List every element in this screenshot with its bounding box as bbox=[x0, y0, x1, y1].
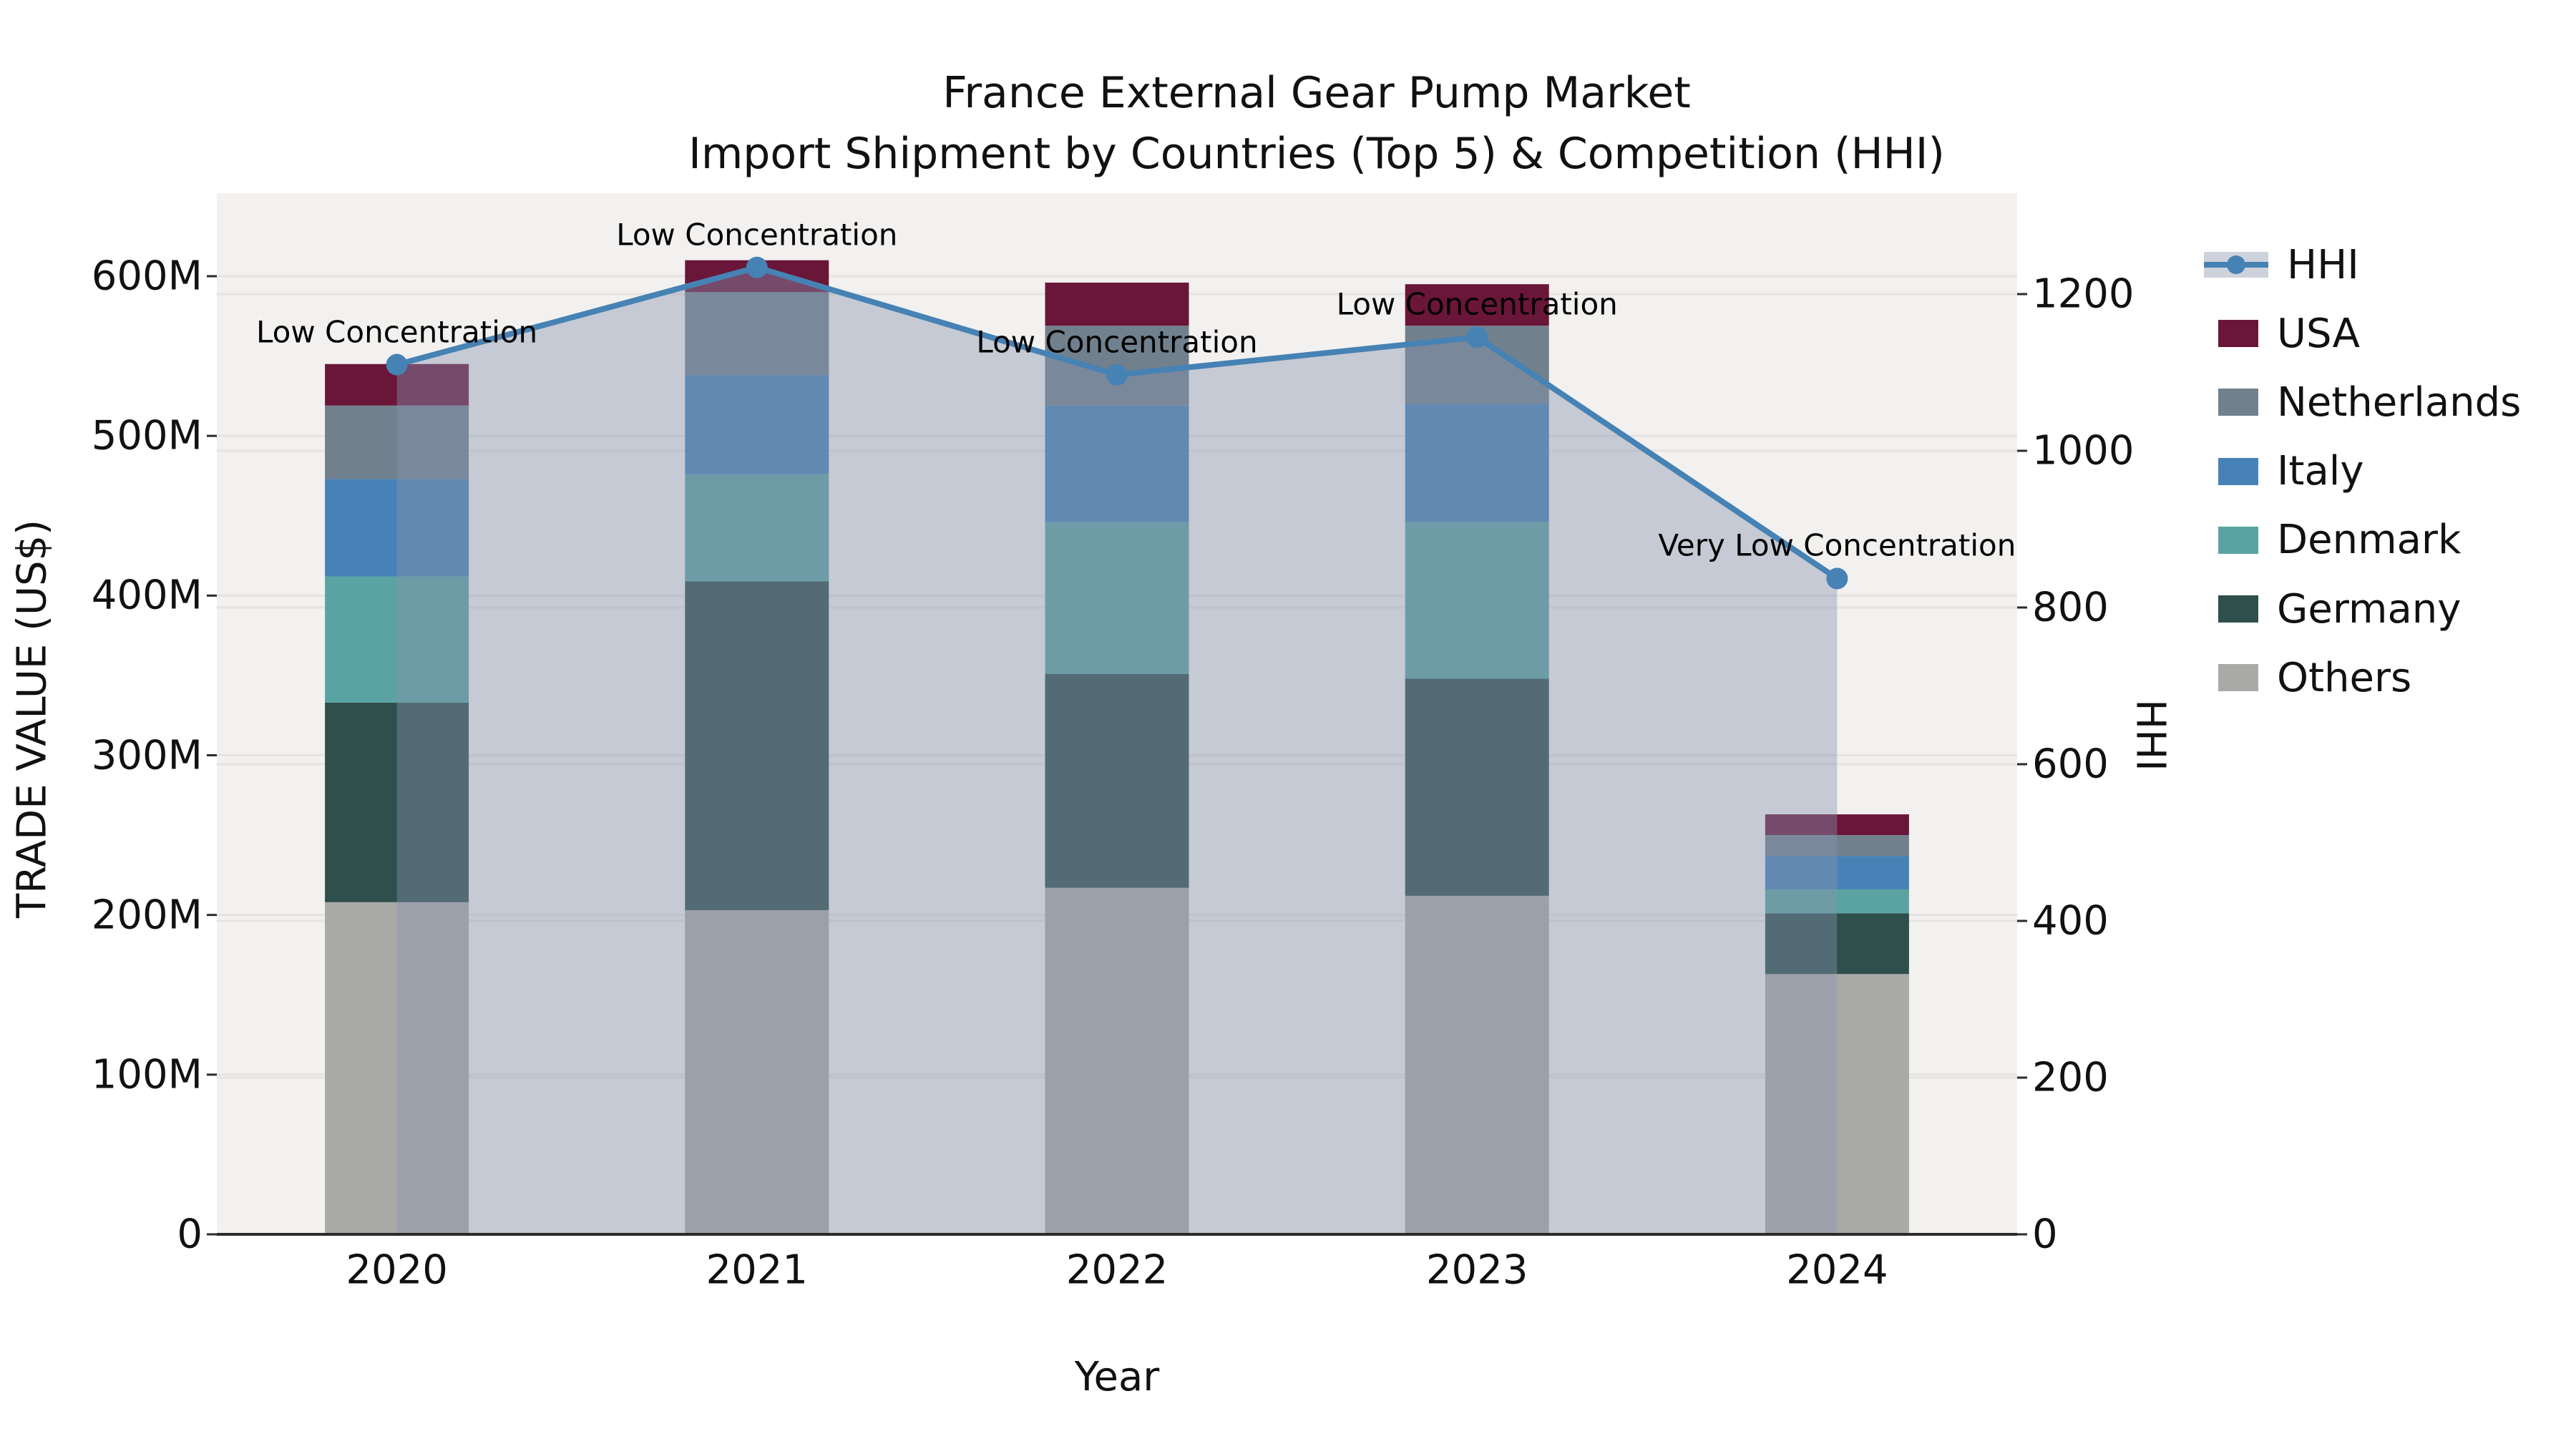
bar-segment-netherlands-2021 bbox=[685, 292, 829, 376]
y-right-tick-200: 200 bbox=[2032, 1054, 2109, 1101]
hhi-area-fill bbox=[396, 267, 1838, 1234]
legend-swatch-germany bbox=[2218, 595, 2258, 623]
x-tick-2023: 2023 bbox=[1425, 1246, 1528, 1294]
bar-segment-germany-2021 bbox=[685, 581, 829, 910]
annotation-2023: Low Concentration bbox=[1336, 286, 1618, 322]
y-right-tick-400: 400 bbox=[2032, 897, 2109, 945]
bar-segment-italy-2020 bbox=[325, 479, 469, 577]
bar-segment-others-2020 bbox=[325, 902, 469, 1234]
legend-item-others: Others bbox=[2204, 654, 2412, 701]
y-axis-label-right: HHI bbox=[2127, 699, 2174, 771]
bar-segment-usa-2024 bbox=[1765, 814, 1909, 836]
chart-title-line2: Import Shipment by Countries (Top 5) & C… bbox=[688, 129, 1945, 179]
annotation-2021: Low Concentration bbox=[616, 217, 898, 253]
y-left-tick-300M: 300M bbox=[91, 732, 203, 779]
bar-segment-netherlands-2024 bbox=[1765, 835, 1909, 857]
legend-swatch-italy bbox=[2218, 457, 2258, 485]
hhi-line-icon-part bbox=[2227, 255, 2245, 274]
y-left-tick-200M: 200M bbox=[91, 892, 203, 939]
annotation-2020: Low Concentration bbox=[256, 314, 538, 350]
legend-label-denmark: Denmark bbox=[2277, 517, 2462, 564]
legend-swatch-denmark bbox=[2218, 526, 2258, 554]
legend-swatch-usa bbox=[2218, 320, 2258, 348]
bar-segment-germany-2024 bbox=[1765, 913, 1909, 975]
chart-title-line1: France External Gear Pump Market bbox=[942, 68, 1691, 118]
legend-label-usa: USA bbox=[2277, 310, 2360, 357]
bar-segment-italy-2023 bbox=[1405, 404, 1549, 522]
bar-segment-germany-2023 bbox=[1405, 678, 1549, 896]
bar-segment-italy-2024 bbox=[1765, 856, 1909, 889]
x-tick-2022: 2022 bbox=[1065, 1246, 1169, 1294]
bar-segment-denmark-2023 bbox=[1405, 522, 1549, 679]
bar-segment-netherlands-2020 bbox=[325, 405, 469, 479]
legend-item-usa: USA bbox=[2204, 310, 2360, 357]
y-axis-label-left: TRADE VALUE (US$) bbox=[9, 519, 56, 918]
legend-label-italy: Italy bbox=[2277, 448, 2364, 495]
bar-segment-italy-2021 bbox=[685, 375, 829, 474]
legend-swatch-others bbox=[2218, 664, 2258, 692]
x-tick-2021: 2021 bbox=[706, 1246, 809, 1294]
y-left-tick-500M: 500M bbox=[91, 412, 203, 459]
legend-swatch-netherlands bbox=[2218, 389, 2258, 416]
hhi-marker-2022 bbox=[1106, 364, 1128, 386]
legend-label-germany: Germany bbox=[2277, 585, 2462, 633]
bar-segment-italy-2022 bbox=[1045, 405, 1189, 522]
hhi-marker-2020 bbox=[386, 353, 408, 376]
legend-item-denmark: Denmark bbox=[2204, 517, 2462, 564]
bar-segment-others-2021 bbox=[685, 909, 829, 1234]
y-left-tick-0: 0 bbox=[177, 1211, 203, 1258]
bar-segment-germany-2020 bbox=[325, 702, 469, 902]
y-right-tick-1000: 1000 bbox=[2032, 427, 2135, 474]
bar-segment-denmark-2021 bbox=[685, 474, 829, 582]
x-tick-2024: 2024 bbox=[1786, 1246, 1888, 1294]
legend-label-netherlands: Netherlands bbox=[2277, 379, 2522, 426]
legend-label-hhi: HHI bbox=[2287, 241, 2359, 288]
bar-segment-germany-2022 bbox=[1045, 673, 1189, 888]
y-right-tick-1200: 1200 bbox=[2032, 270, 2135, 318]
y-right-tick-0: 0 bbox=[2032, 1211, 2058, 1258]
bar-segment-others-2022 bbox=[1045, 887, 1189, 1234]
bar-segment-usa-2023 bbox=[1405, 284, 1549, 326]
bar-segment-denmark-2024 bbox=[1765, 889, 1909, 914]
x-axis-label: Year bbox=[1074, 1354, 1160, 1400]
y-left-tick-400M: 400M bbox=[91, 572, 203, 619]
chart-title: France External Gear Pump Market Import … bbox=[243, 63, 2390, 185]
hhi-marker-2023 bbox=[1466, 326, 1488, 348]
bar-segment-others-2024 bbox=[1765, 974, 1909, 1234]
annotation-2024: Very Low Concentration bbox=[1658, 527, 2016, 563]
annotation-2022: Low Concentration bbox=[976, 324, 1258, 360]
bar-segment-others-2023 bbox=[1405, 895, 1549, 1234]
y-right-tick-600: 600 bbox=[2032, 741, 2109, 788]
legend-item-hhi: HHI bbox=[2204, 241, 2359, 288]
hhi-marker-2024 bbox=[1826, 567, 1848, 590]
y-right-tick-800: 800 bbox=[2032, 584, 2109, 631]
legend-label-others: Others bbox=[2277, 654, 2412, 701]
bar-segment-denmark-2022 bbox=[1045, 522, 1189, 674]
y-left-tick-600M: 600M bbox=[91, 253, 203, 300]
bar-segment-denmark-2020 bbox=[325, 576, 469, 703]
hhi-line-icon bbox=[2204, 252, 2268, 278]
x-tick-2020: 2020 bbox=[346, 1246, 448, 1294]
legend-item-italy: Italy bbox=[2204, 448, 2364, 495]
legend-item-netherlands: Netherlands bbox=[2204, 379, 2522, 426]
hhi-marker-2021 bbox=[746, 256, 768, 278]
y-left-tick-100M: 100M bbox=[91, 1051, 203, 1098]
bar-segment-usa-2022 bbox=[1045, 282, 1189, 326]
legend-item-germany: Germany bbox=[2204, 585, 2462, 633]
